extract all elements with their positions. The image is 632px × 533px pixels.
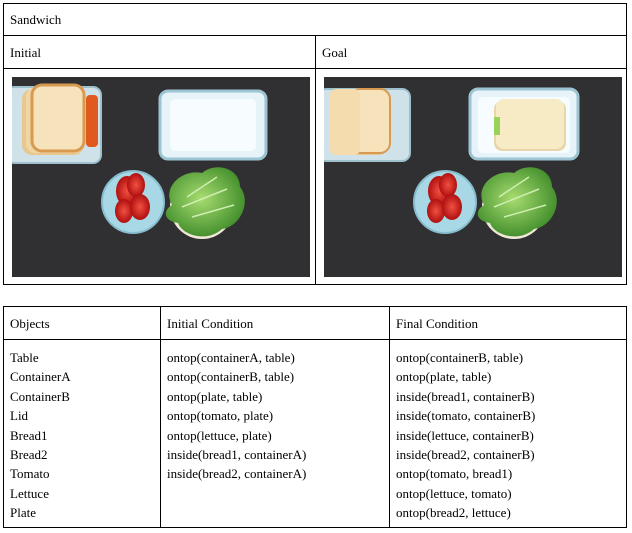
bread-slices xyxy=(22,83,98,155)
initial-image-cell xyxy=(4,69,316,284)
initial-header: Initial xyxy=(4,36,316,69)
goal-image-cell xyxy=(316,69,626,284)
final-condition-item: ontop(containerB, table) xyxy=(396,350,524,365)
initial-condition-item: ontop(lettuce, plate) xyxy=(167,427,272,443)
initial-condition-item: ontop(tomato, plate) xyxy=(167,408,274,424)
final-condition-column: Final Condition ontop(containerB, table)… xyxy=(390,307,626,527)
object-item: Lid xyxy=(10,408,29,424)
object-item: Tomato xyxy=(10,466,50,482)
object-item: Bread1 xyxy=(10,427,48,443)
final-condition-item: ontop(bread2, lettuce) xyxy=(396,505,511,521)
final-condition-item: inside(bread2, containerB) xyxy=(396,446,535,462)
goal-header: Goal xyxy=(316,36,626,69)
final-condition-item: ontop(lettuce, tomato) xyxy=(396,485,512,501)
initial-condition-list: ontop(containerA, table) ontop(container… xyxy=(167,348,306,484)
objects-column: Objects Table ContainerA ContainerB Lid … xyxy=(4,307,161,527)
object-item: Table xyxy=(10,350,39,365)
object-item: ContainerB xyxy=(10,388,70,404)
initial-condition-column: Initial Condition ontop(containerA, tabl… xyxy=(161,307,390,527)
final-condition-item: inside(tomato, containerB) xyxy=(396,408,536,424)
object-item: Bread2 xyxy=(10,446,48,462)
sandwich xyxy=(494,99,566,151)
initial-condition-item: inside(bread2, containerA) xyxy=(167,466,307,482)
initial-scene-image xyxy=(12,77,310,277)
objects-list: Table ContainerA ContainerB Lid Bread1 B… xyxy=(10,348,71,523)
conditions-table: Objects Table ContainerA ContainerB Lid … xyxy=(3,306,627,528)
final-condition-list: ontop(containerB, table) ontop(plate, ta… xyxy=(396,348,535,523)
final-condition-item: inside(lettuce, containerB) xyxy=(396,427,534,443)
object-item: Lettuce xyxy=(10,485,49,501)
goal-scene-image xyxy=(324,77,622,277)
initial-condition-item: ontop(plate, table) xyxy=(167,388,263,404)
initial-condition-item: ontop(containerB, table) xyxy=(167,369,295,385)
final-condition-item: ontop(tomato, bread1) xyxy=(396,466,513,482)
initial-condition-header: Initial Condition xyxy=(161,307,389,340)
object-item: Plate xyxy=(10,505,36,521)
final-condition-item: ontop(plate, table) xyxy=(396,369,492,385)
initial-condition-item: ontop(containerA, table) xyxy=(167,350,295,365)
final-condition-item: inside(bread1, containerB) xyxy=(396,388,535,404)
final-condition-header: Final Condition xyxy=(390,307,626,340)
initial-condition-item: inside(bread1, containerA) xyxy=(167,446,307,462)
scene-table: Sandwich Initial Goal xyxy=(3,3,627,285)
table-title: Sandwich xyxy=(4,4,626,36)
objects-header: Objects xyxy=(4,307,160,340)
object-item: ContainerA xyxy=(10,369,71,385)
